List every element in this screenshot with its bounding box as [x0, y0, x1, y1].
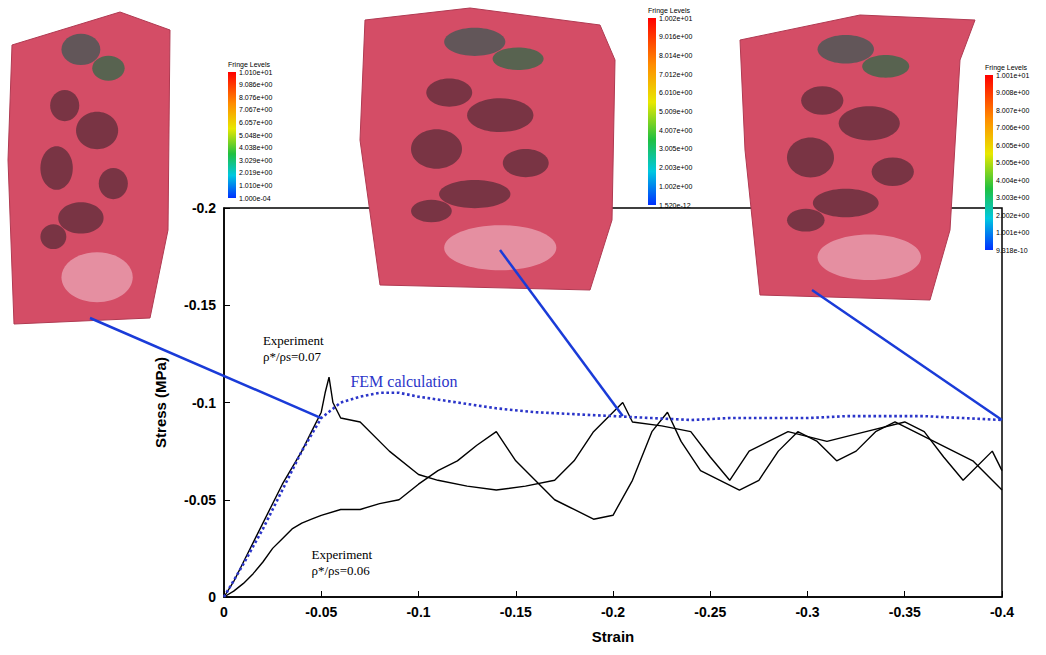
- svg-text:4.004e+00: 4.004e+00: [996, 177, 1029, 184]
- svg-text:1.002e+00: 1.002e+00: [659, 183, 692, 190]
- svg-text:FEM calculation: FEM calculation: [350, 373, 457, 390]
- svg-text:2.002e+00: 2.002e+00: [996, 212, 1029, 219]
- svg-text:7.012e+00: 7.012e+00: [659, 71, 692, 78]
- svg-text:Experiment: Experiment: [312, 547, 373, 562]
- svg-text:1.001e+01: 1.001e+01: [996, 72, 1029, 79]
- svg-text:3.005e+00: 3.005e+00: [659, 145, 692, 152]
- svg-text:4.007e+00: 4.007e+00: [659, 127, 692, 134]
- svg-text:0: 0: [208, 589, 216, 605]
- svg-text:Experiment: Experiment: [263, 333, 324, 348]
- svg-text:7.006e+00: 7.006e+00: [996, 124, 1029, 131]
- svg-text:0: 0: [220, 604, 228, 620]
- svg-text:5.005e+00: 5.005e+00: [996, 159, 1029, 166]
- svg-text:1.001e+00: 1.001e+00: [996, 229, 1029, 236]
- svg-text:5.009e+00: 5.009e+00: [659, 108, 692, 115]
- svg-text:-0.15: -0.15: [500, 604, 532, 620]
- svg-text:Fringe Levels: Fringe Levels: [228, 61, 271, 69]
- svg-text:9.318e-10: 9.318e-10: [996, 247, 1028, 254]
- svg-text:1.010e+01: 1.010e+01: [239, 69, 272, 76]
- svg-text:-0.05: -0.05: [305, 604, 337, 620]
- svg-text:5.048e+00: 5.048e+00: [239, 132, 272, 139]
- svg-text:-0.1: -0.1: [192, 395, 216, 411]
- svg-text:3.003e+00: 3.003e+00: [996, 194, 1029, 201]
- svg-text:9.008e+00: 9.008e+00: [996, 89, 1029, 96]
- svg-text:6.010e+00: 6.010e+00: [659, 89, 692, 96]
- svg-text:2.019e+00: 2.019e+00: [239, 169, 272, 176]
- svg-text:ρ*/ρs=0.06: ρ*/ρs=0.06: [312, 563, 371, 578]
- svg-text:1.000e-04: 1.000e-04: [239, 195, 271, 202]
- svg-text:6.005e+00: 6.005e+00: [996, 142, 1029, 149]
- svg-text:8.007e+00: 8.007e+00: [996, 107, 1029, 114]
- svg-text:-0.35: -0.35: [889, 604, 921, 620]
- svg-text:3.029e+00: 3.029e+00: [239, 157, 272, 164]
- svg-text:6.057e+00: 6.057e+00: [239, 119, 272, 126]
- svg-text:-0.2: -0.2: [601, 604, 625, 620]
- svg-text:-0.4: -0.4: [990, 604, 1014, 620]
- svg-text:1.002e+01: 1.002e+01: [659, 15, 692, 22]
- svg-text:-0.3: -0.3: [795, 604, 819, 620]
- svg-text:1.520e-12: 1.520e-12: [659, 202, 691, 209]
- svg-text:2.003e+00: 2.003e+00: [659, 164, 692, 171]
- svg-text:-0.05: -0.05: [184, 492, 216, 508]
- svg-text:-0.2: -0.2: [192, 200, 216, 216]
- svg-text:9.016e+00: 9.016e+00: [659, 33, 692, 40]
- svg-text:ρ*/ρs=0.07: ρ*/ρs=0.07: [263, 349, 322, 364]
- svg-text:8.076e+00: 8.076e+00: [239, 94, 272, 101]
- svg-text:Fringe Levels: Fringe Levels: [985, 64, 1028, 72]
- svg-text:-0.1: -0.1: [406, 604, 430, 620]
- svg-text:8.014e+00: 8.014e+00: [659, 52, 692, 59]
- svg-text:Fringe Levels: Fringe Levels: [648, 7, 691, 15]
- svg-text:9.086e+00: 9.086e+00: [239, 81, 272, 88]
- svg-text:7.067e+00: 7.067e+00: [239, 106, 272, 113]
- svg-text:1.010e+00: 1.010e+00: [239, 182, 272, 189]
- svg-text:-0.15: -0.15: [184, 297, 216, 313]
- svg-text:Strain: Strain: [592, 628, 635, 645]
- svg-text:4.038e+00: 4.038e+00: [239, 144, 272, 151]
- svg-text:-0.25: -0.25: [694, 604, 726, 620]
- svg-text:Stress (MPa): Stress (MPa): [152, 357, 169, 448]
